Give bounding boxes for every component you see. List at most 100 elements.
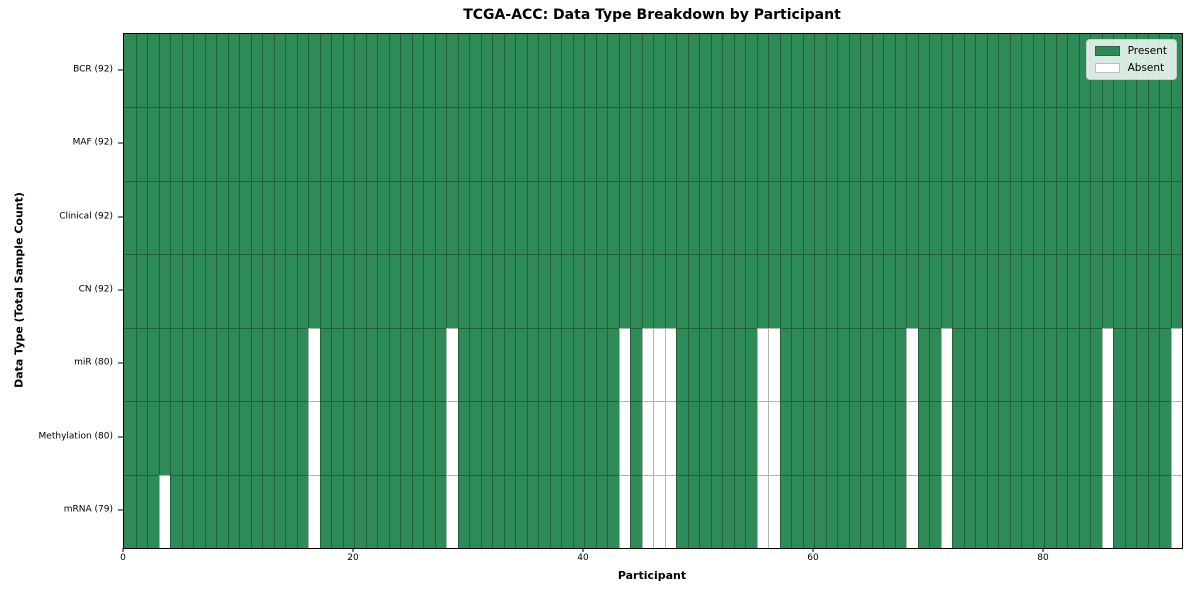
heatmap-cell	[710, 474, 722, 548]
heatmap-cell	[630, 34, 642, 108]
heatmap-cell	[618, 34, 630, 108]
heatmap-cell	[1113, 327, 1125, 402]
heatmap-cell	[894, 107, 906, 181]
heatmap-cell	[1067, 327, 1079, 402]
heatmap-cell	[124, 254, 136, 328]
heatmap-cell	[296, 474, 308, 548]
heatmap-cell	[986, 180, 998, 255]
heatmap-cell	[331, 327, 343, 402]
heatmap-cell	[607, 34, 619, 108]
heatmap-cell	[963, 474, 975, 548]
heatmap-cell	[480, 107, 492, 181]
x-tick-mark	[1042, 548, 1044, 552]
heatmap-cell	[262, 254, 274, 328]
heatmap-cell	[1021, 34, 1033, 108]
heatmap-cell	[204, 107, 216, 181]
heatmap-cell	[1136, 254, 1148, 328]
heatmap-cell	[1090, 107, 1102, 181]
heatmap-cell	[710, 327, 722, 402]
heatmap-cell	[664, 254, 676, 328]
heatmap-cell	[296, 254, 308, 328]
heatmap-cell	[572, 107, 584, 181]
heatmap-cell	[929, 180, 941, 255]
heatmap-cell	[469, 254, 481, 328]
x-tick-label: 20	[347, 553, 359, 563]
heatmap-cell	[860, 34, 872, 108]
heatmap-cell	[848, 254, 860, 328]
heatmap-cell	[676, 254, 688, 328]
heatmap-cell	[825, 254, 837, 328]
heatmap-cell	[940, 34, 952, 108]
heatmap-cell	[285, 180, 297, 255]
heatmap-cell	[1067, 34, 1079, 108]
heatmap-cell	[722, 401, 734, 475]
x-tick-mark	[352, 548, 354, 552]
heatmap-cell	[929, 474, 941, 548]
heatmap-cell	[848, 327, 860, 402]
heatmap-cell	[653, 327, 665, 402]
heatmap-cell	[848, 401, 860, 475]
heatmap-cell	[457, 327, 469, 402]
heatmap-cell	[618, 327, 630, 402]
heatmap-cell	[411, 254, 423, 328]
heatmap-cell	[952, 107, 964, 181]
heatmap-cell	[802, 180, 814, 255]
heatmap-cell	[400, 401, 412, 475]
heatmap-cell	[917, 474, 929, 548]
heatmap-cell	[1147, 254, 1159, 328]
heatmap-cell	[273, 107, 285, 181]
heatmap-cell	[124, 474, 136, 548]
heatmap-cell	[756, 254, 768, 328]
heatmap-cell	[388, 327, 400, 402]
heatmap-cell	[285, 34, 297, 108]
heatmap-cell	[1090, 474, 1102, 548]
heatmap-cell	[883, 34, 895, 108]
heatmap-cell	[871, 474, 883, 548]
y-tick-label: BCR (92)	[73, 64, 113, 75]
heatmap-cell	[354, 34, 366, 108]
heatmap-cell	[825, 180, 837, 255]
heatmap-cell	[1055, 180, 1067, 255]
heatmap-cell	[480, 180, 492, 255]
heatmap-cell	[848, 474, 860, 548]
heatmap-cell	[1067, 474, 1079, 548]
heatmap-cell	[158, 401, 170, 475]
heatmap-cell	[929, 107, 941, 181]
heatmap-cell	[791, 327, 803, 402]
y-tick-mark	[118, 69, 123, 71]
heatmap-cell	[1147, 401, 1159, 475]
heatmap-cell	[538, 180, 550, 255]
heatmap-cell	[1159, 107, 1171, 181]
heatmap-cell	[400, 107, 412, 181]
y-tick-mark	[118, 289, 123, 291]
heatmap-cell	[607, 327, 619, 402]
heatmap-cell	[469, 34, 481, 108]
heatmap-cell	[1090, 254, 1102, 328]
heatmap-cell	[1032, 327, 1044, 402]
heatmap-cell	[480, 327, 492, 402]
heatmap-cell	[906, 401, 918, 475]
heatmap-cell	[411, 327, 423, 402]
heatmap-cell	[227, 474, 239, 548]
heatmap-cell	[883, 254, 895, 328]
heatmap-cell	[273, 34, 285, 108]
heatmap-cell	[940, 327, 952, 402]
heatmap-cell	[699, 107, 711, 181]
heatmap-cell	[618, 107, 630, 181]
heatmap-cell	[1159, 254, 1171, 328]
heatmap-cell	[515, 254, 527, 328]
heatmap-cell	[170, 401, 182, 475]
legend-swatch-absent	[1094, 62, 1120, 73]
heatmap-cell	[1055, 327, 1067, 402]
heatmap-cell	[1170, 254, 1182, 328]
y-tick-label: miR (80)	[74, 357, 113, 368]
heatmap-cell	[262, 107, 274, 181]
heatmap-cell	[124, 107, 136, 181]
chart-title: TCGA-ACC: Data Type Breakdown by Partici…	[463, 7, 841, 23]
heatmap-grid	[124, 34, 1182, 548]
heatmap-cell	[745, 254, 757, 328]
heatmap-cell	[1044, 401, 1056, 475]
heatmap-cell	[331, 34, 343, 108]
heatmap-cell	[745, 34, 757, 108]
heatmap-cell	[388, 401, 400, 475]
